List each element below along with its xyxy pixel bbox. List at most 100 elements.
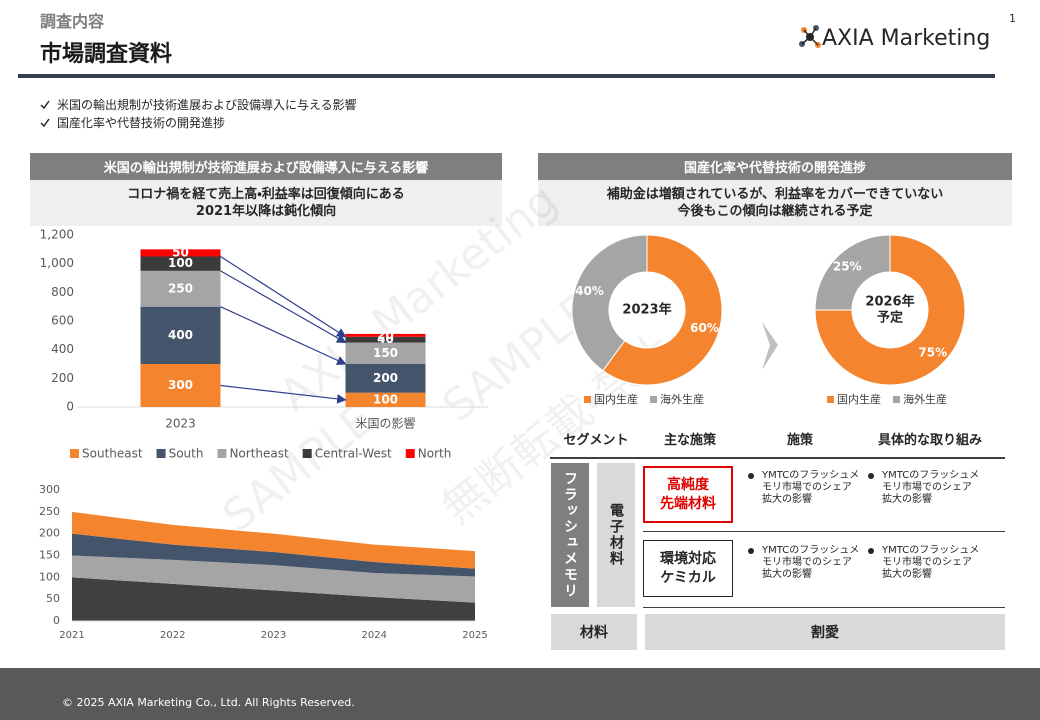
- measure-line: 環境対応: [660, 550, 716, 567]
- subtitle-line: 今後もこの傾向は継続される予定: [677, 204, 873, 219]
- legend-label: 海外生産: [903, 392, 947, 406]
- data-label: 200: [373, 371, 398, 385]
- data-label: 300: [168, 378, 193, 392]
- y-tick-label: 200: [39, 527, 60, 540]
- x-tick-label: 2023: [165, 417, 196, 431]
- subtitle-line: 補助金は増額されているが、利益率をカバーできていない: [606, 187, 944, 202]
- y-tick-label: 1,000: [40, 256, 74, 270]
- area: [72, 511, 475, 569]
- y-tick-label: 600: [51, 314, 74, 328]
- bar-segment: [140, 306, 221, 364]
- legend-swatch: [584, 396, 591, 403]
- y-tick-label: 100: [39, 570, 60, 583]
- header-rule: [18, 74, 995, 78]
- bullet: 米国の輸出規制が技術進展および設備導入に与える影響: [40, 96, 357, 113]
- measure-cell: 環境対応 ケミカル: [643, 540, 733, 597]
- page-title: 市場調査資料: [40, 42, 173, 67]
- legend-label: South: [169, 447, 204, 461]
- y-tick-label: 1,200: [40, 228, 74, 242]
- arrow: [220, 255, 347, 338]
- x-tick-label: 2025: [462, 630, 487, 641]
- y-tick-label: 150: [39, 549, 60, 562]
- panel-subtitle: コロナ禍を経て売上高・利益率は回復傾向にある 2021年以降は鈍化傾向: [30, 180, 502, 226]
- center-label: 2026年: [865, 294, 914, 310]
- legend-swatch: [217, 449, 227, 458]
- legend-label: North: [418, 447, 452, 461]
- y-tick-label: 50: [46, 592, 60, 605]
- bullet: 国産化率や代替技術の開発進捗: [40, 114, 225, 131]
- footer-cell: 割愛: [645, 614, 1005, 650]
- y-tick-label: 400: [51, 342, 74, 356]
- subtitle-line: 2021年以降は鈍化傾向: [195, 204, 337, 219]
- measure-line: 先端材料: [660, 495, 716, 512]
- bar-segment: [140, 270, 221, 307]
- arrow: [220, 306, 347, 365]
- data-label: 150: [373, 346, 398, 360]
- donut-slice: [814, 234, 966, 386]
- x-tick-label: 2021: [59, 630, 84, 641]
- subtitle-line: コロナ禍を経て売上高・利益率は回復傾向にある: [127, 187, 405, 202]
- y-tick-label: 0: [66, 400, 74, 414]
- detail: YMTCのフラッシュメモリ市場でのシェア拡大の影響: [746, 545, 860, 581]
- legend-label: Central-West: [315, 447, 392, 461]
- legend-swatch: [156, 449, 166, 458]
- data-label: 25%: [833, 260, 862, 274]
- segment-cell: フラッシュメモリ: [551, 463, 589, 607]
- table-header: 具体的な取り組み: [877, 433, 982, 448]
- area: [72, 577, 475, 621]
- data-label: 75%: [918, 345, 947, 359]
- detail: YMTCのフラッシュメモリ市場でのシェア拡大の影響: [866, 545, 980, 581]
- data-label: 100: [373, 392, 398, 406]
- measure-line: 高純度: [667, 476, 709, 493]
- y-tick-label: 800: [51, 285, 74, 299]
- data-label: 60%: [690, 321, 719, 335]
- legend-swatch: [893, 396, 900, 403]
- legend-label: 国内生産: [837, 392, 881, 406]
- logo: AXIA Marketing: [822, 26, 991, 51]
- data-label: 250: [168, 281, 193, 295]
- measure-line: ケミカル: [660, 569, 716, 586]
- legend-swatch: [70, 449, 79, 458]
- x-tick-label: 2022: [160, 630, 185, 641]
- bullet-text: 国産化率や代替技術の開発進捗: [57, 116, 226, 130]
- y-tick-label: 0: [53, 614, 60, 627]
- data-label: 20: [377, 328, 394, 342]
- detail: YMTCのフラッシュメモリ市場でのシェア拡大の影響: [746, 470, 860, 506]
- x-tick-label: 2023: [261, 630, 286, 641]
- footer-cell: 材料: [551, 614, 637, 650]
- panel-heading: 国産化率や代替技術の開発進捗: [538, 153, 1012, 180]
- panel-subtitle: 補助金は増額されているが、利益率をカバーできていない 今後もこの傾向は継続される…: [538, 180, 1012, 226]
- header-rule: [550, 457, 1005, 459]
- area: [72, 555, 475, 603]
- center-label: 2023年: [622, 302, 671, 318]
- legend-label: Southeast: [82, 447, 143, 461]
- x-tick-label: 2024: [362, 630, 387, 641]
- sub-segment-cell: 電子材料: [597, 463, 635, 607]
- chevron: [762, 322, 778, 370]
- detail: YMTCのフラッシュメモリ市場でのシェア拡大の影響: [866, 470, 980, 506]
- legend-label: 海外生産: [660, 392, 704, 406]
- donut-slice: [814, 234, 891, 311]
- bar-segment: [345, 333, 426, 337]
- data-label: 100: [168, 256, 193, 270]
- data-label: 50: [172, 245, 189, 259]
- legend-swatch: [650, 396, 657, 403]
- legend-swatch: [302, 449, 312, 458]
- y-tick-label: 250: [39, 505, 60, 518]
- measure-cell: 高純度 先端材料: [643, 466, 733, 523]
- donut-slice: [571, 234, 648, 372]
- y-tick-label: 200: [51, 371, 74, 385]
- bar-segment: [140, 249, 221, 257]
- data-label: 400: [168, 328, 193, 342]
- panel-heading: 米国の輸出規制が技術進展および設備導入に与える影響: [30, 153, 502, 180]
- bar-segment: [345, 336, 426, 343]
- table-header: セグメント: [563, 433, 629, 448]
- copyright: © 2025 AXIA Marketing Co., Ltd. All Righ…: [62, 696, 355, 709]
- bar-segment: [140, 364, 221, 407]
- arrow: [220, 270, 347, 344]
- table-header: 主な施策: [663, 433, 716, 448]
- footer-bar: © 2025 AXIA Marketing Co., Ltd. All Righ…: [0, 668, 1040, 720]
- donut-slice: [602, 234, 723, 386]
